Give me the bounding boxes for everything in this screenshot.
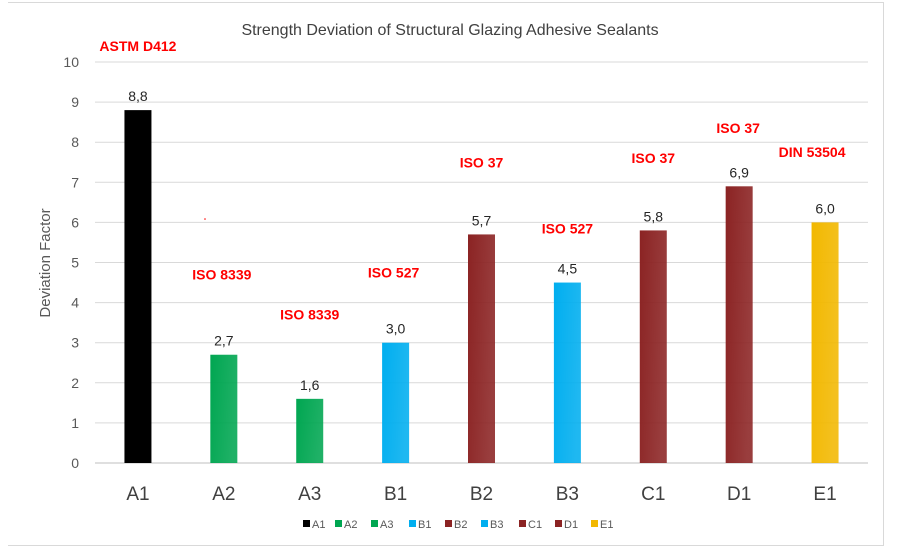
value-label: 2,7: [214, 333, 234, 349]
x-tick-label: E1: [813, 484, 836, 505]
bar-e1: [811, 222, 839, 463]
x-tick-label: B2: [470, 484, 493, 505]
legend-label: A3: [380, 519, 393, 531]
value-label: 8,8: [128, 88, 148, 104]
chart-frame: [8, 2, 884, 546]
legend-label: B3: [490, 519, 503, 531]
annotation-label: ISO 8339: [192, 267, 251, 283]
x-tick-label: B1: [384, 484, 407, 505]
y-tick-label: 7: [71, 174, 79, 190]
stray-dot: [204, 218, 206, 220]
value-label: 5,7: [472, 212, 492, 228]
y-tick-label: 6: [71, 214, 79, 230]
y-tick-label: 3: [71, 335, 79, 351]
legend-label: A1: [312, 519, 325, 531]
y-tick-label: 10: [63, 54, 79, 70]
x-tick-label: A1: [126, 484, 149, 505]
annotation-label: ISO 8339: [280, 307, 339, 323]
y-tick-label: 2: [71, 375, 79, 391]
y-tick-label: 5: [71, 255, 79, 271]
annotation-label: ISO 37: [631, 150, 675, 166]
y-tick-label: 4: [71, 295, 79, 311]
annotation-label: ISO 527: [542, 220, 594, 236]
bar-b1: [382, 342, 410, 463]
value-label: 5,8: [644, 208, 664, 224]
annotation-label: DIN 53504: [779, 144, 846, 160]
bar-a3: [296, 398, 324, 463]
y-tick-label: 1: [71, 415, 79, 431]
legend-swatch: [519, 520, 526, 527]
legend-label: C1: [528, 519, 542, 531]
bars: [124, 110, 839, 464]
value-label: 3,0: [386, 321, 406, 337]
annotation-label: ISO 37: [716, 120, 760, 136]
legend-swatch: [555, 520, 562, 527]
y-tick-label: 8: [71, 134, 79, 150]
annotation-label: ISO 37: [460, 154, 504, 170]
bar-c1: [639, 230, 667, 463]
x-tick-label: D1: [727, 484, 751, 505]
chart-title: Strength Deviation of Structural Glazing…: [241, 22, 658, 39]
x-tick-label: A3: [298, 484, 321, 505]
value-label: 1,6: [300, 377, 320, 393]
legend-label: B1: [418, 519, 431, 531]
y-tick-label: 0: [71, 455, 79, 471]
legend-swatch: [371, 520, 378, 527]
bar-d1: [725, 186, 753, 463]
annotation-label: ASTM D412: [99, 38, 176, 54]
value-label: 6,0: [815, 200, 835, 216]
y-tick-label: 9: [71, 94, 79, 110]
legend-swatch: [481, 520, 488, 527]
bar-a2: [210, 354, 238, 463]
bar-b3: [553, 282, 581, 463]
legend-swatch: [409, 520, 416, 527]
y-axis-ticks: 0 1 2 3 4 5 6 7 8 9 10: [63, 54, 79, 471]
value-label: 4,5: [558, 261, 578, 277]
legend-swatch: [303, 520, 310, 527]
legend-label: E1: [600, 519, 613, 531]
bar-a1: [124, 110, 152, 464]
y-axis-label: Deviation Factor: [37, 208, 54, 317]
value-label: 6,9: [729, 164, 749, 180]
annotations: ASTM D412 ISO 8339 ISO 8339 ISO 527 ISO 37 IS…: [99, 38, 845, 323]
legend-label: D1: [564, 519, 578, 531]
legend-swatch: [445, 520, 452, 527]
bar-b2: [468, 234, 495, 463]
legend: A1 A2 A3 B1 B2 B3 C1 D1 E1: [303, 519, 613, 531]
legend-label: A2: [344, 519, 357, 531]
legend-swatch: [335, 520, 342, 527]
x-tick-label: C1: [641, 484, 665, 505]
x-axis-ticks: A1 A2 A3 B1 B2 B3 C1 D1 E1: [126, 484, 836, 505]
value-labels: 8,8 2,7 1,6 3,0 5,7 4,5 5,8 6,9 6,0: [128, 88, 835, 393]
annotation-label: ISO 527: [368, 265, 420, 281]
x-tick-label: B3: [556, 484, 579, 505]
legend-label: B2: [454, 519, 467, 531]
legend-swatch: [591, 520, 598, 527]
x-tick-label: A2: [212, 484, 235, 505]
